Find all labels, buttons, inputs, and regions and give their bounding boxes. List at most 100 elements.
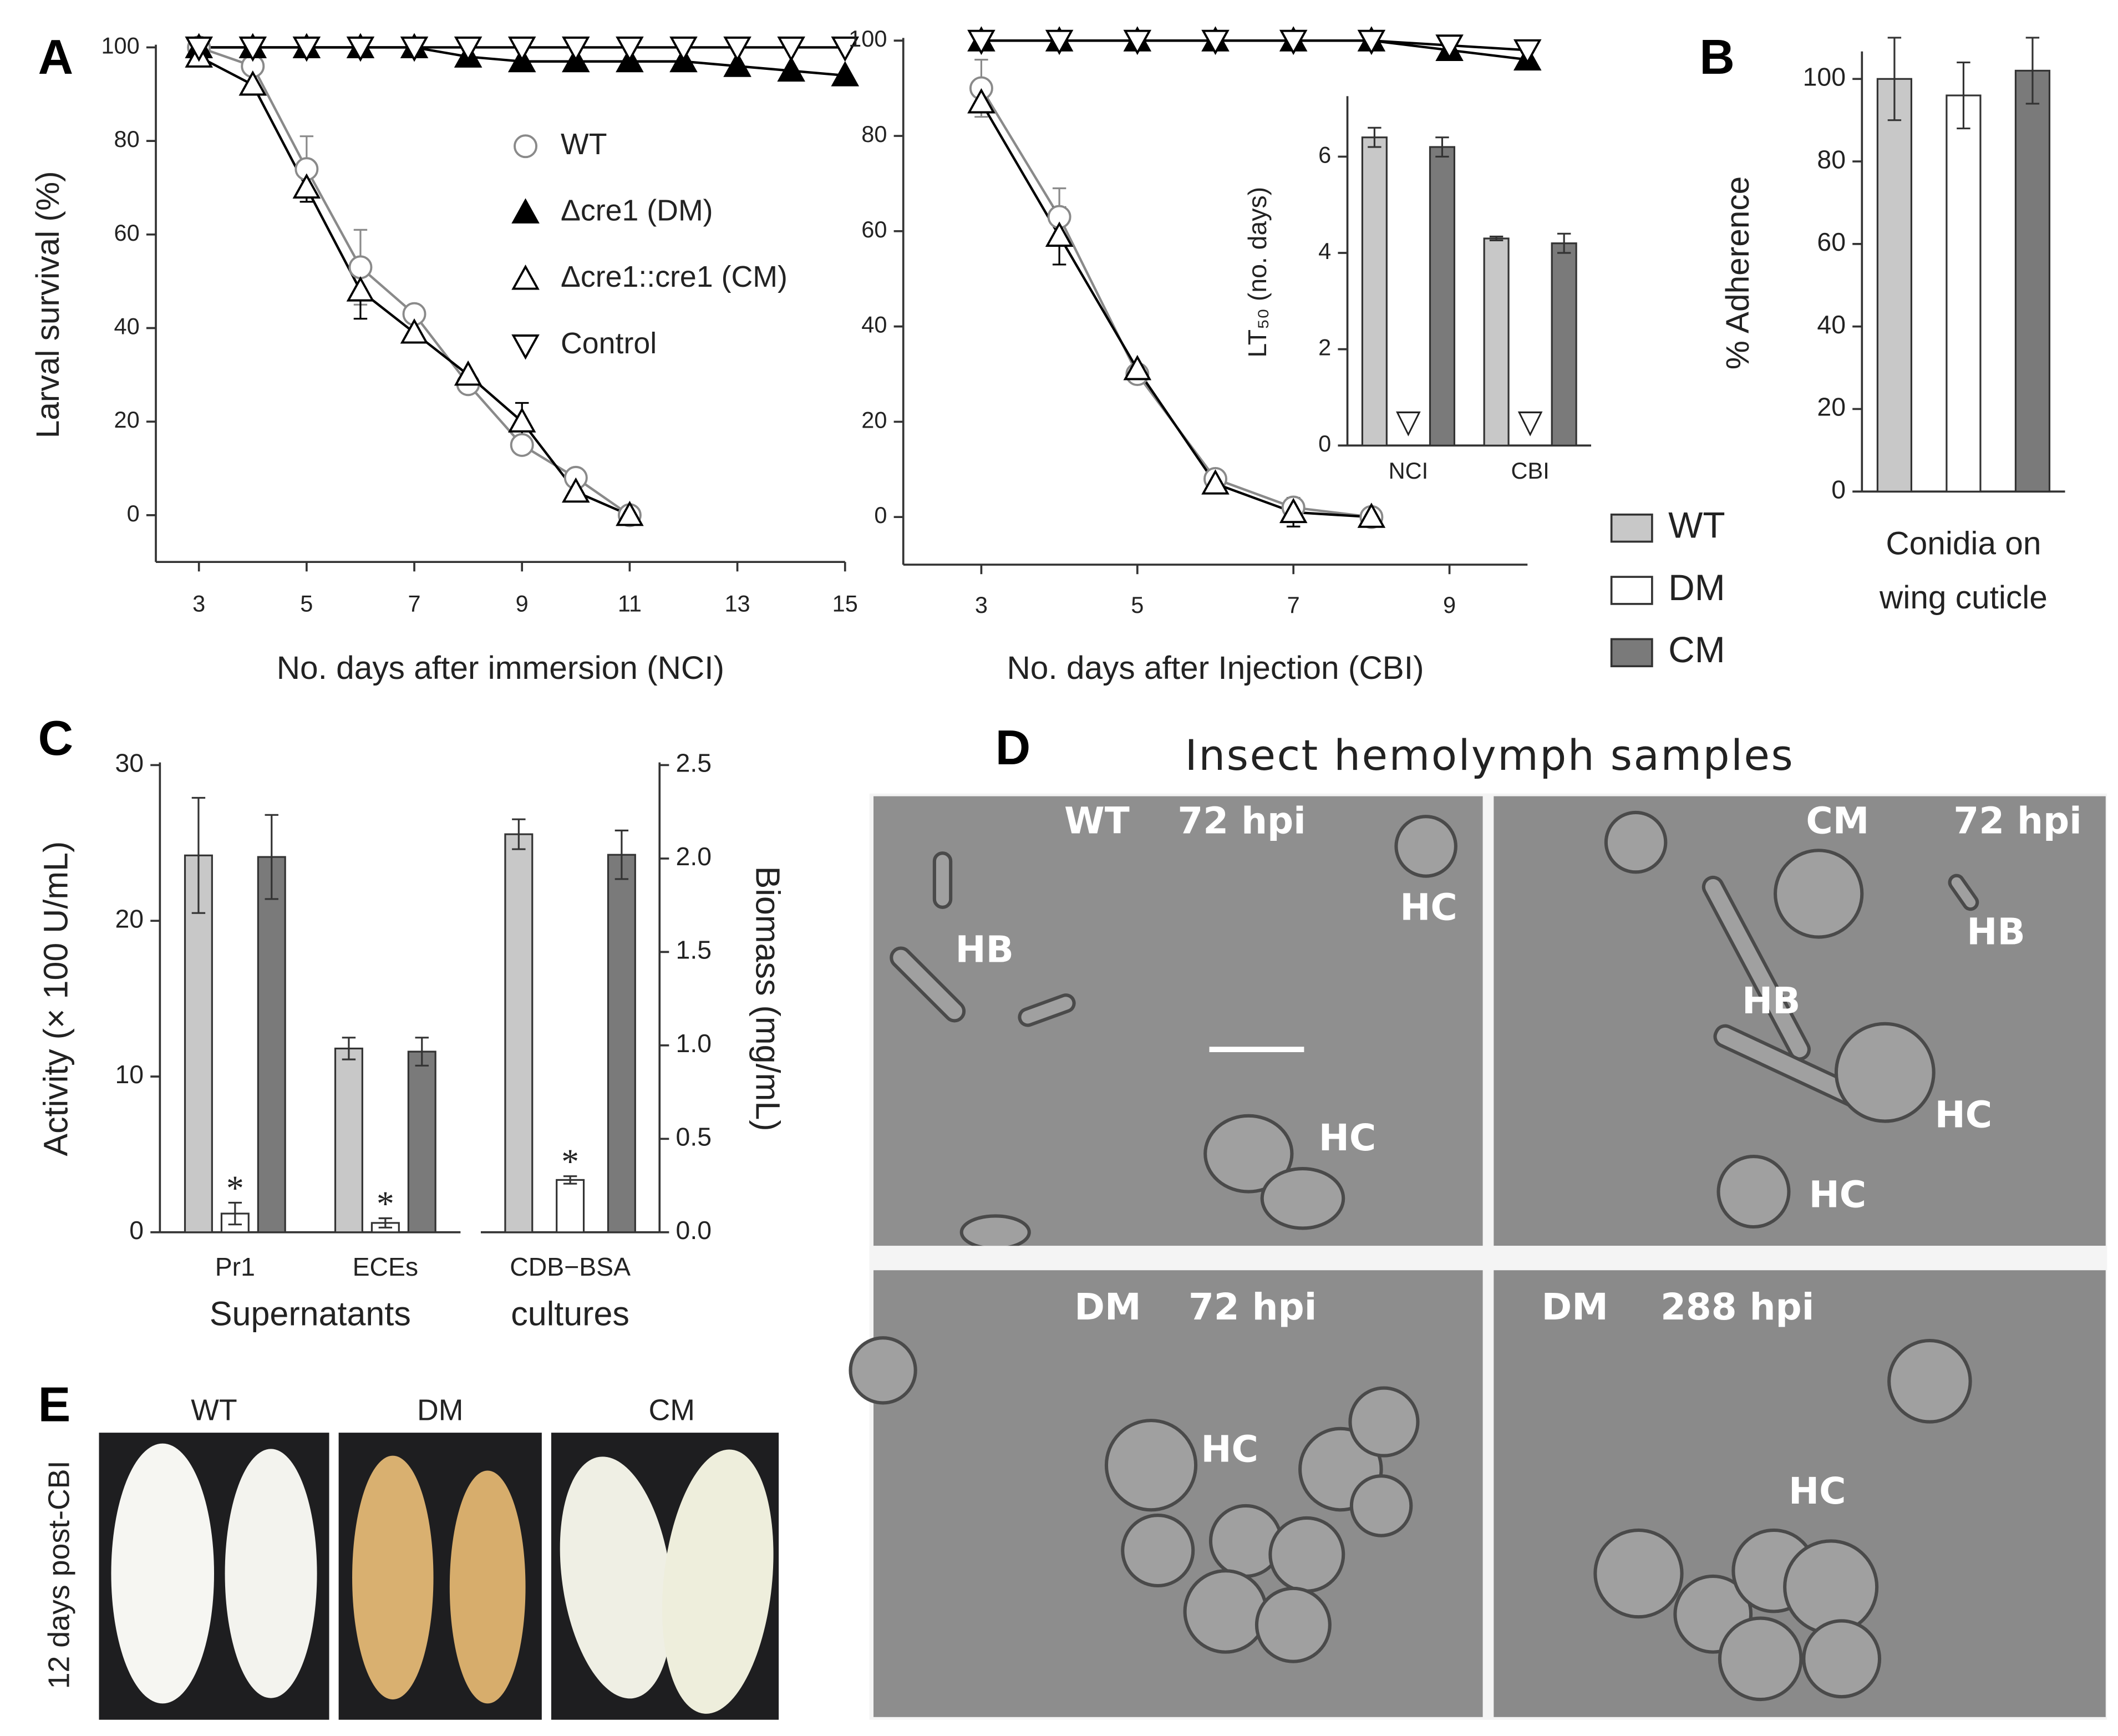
hyphal-body xyxy=(1701,875,1811,1061)
hemocyte xyxy=(1394,815,1457,878)
marker xyxy=(238,36,267,62)
x-tick-label: ECEs xyxy=(353,1252,419,1281)
marker xyxy=(511,264,540,290)
marker xyxy=(346,36,375,62)
series-line xyxy=(981,39,1528,52)
panel-label: D xyxy=(995,720,1030,775)
y-tick-label: 20 xyxy=(1817,393,1846,422)
cell-label: HC xyxy=(1789,1470,1846,1512)
hemocyte xyxy=(1718,1616,1803,1702)
marker xyxy=(1045,221,1074,247)
marker xyxy=(967,88,995,114)
panel-label: C xyxy=(38,710,73,765)
marker xyxy=(185,36,213,62)
bar xyxy=(504,833,534,1234)
y-tick-label: 40 xyxy=(861,312,887,338)
marker xyxy=(831,36,860,62)
x-tick-label: 5 xyxy=(300,590,313,616)
column-label: WT xyxy=(191,1394,237,1427)
marker xyxy=(238,70,267,96)
y-tick-label: 2.5 xyxy=(676,749,712,778)
hemocyte xyxy=(1604,810,1668,874)
x-axis-label: Conidia on xyxy=(1886,525,2041,561)
marker xyxy=(1357,29,1386,55)
micrograph xyxy=(1494,1270,2106,1717)
hemocyte xyxy=(1774,849,1864,939)
x-tick-label: 9 xyxy=(516,590,529,616)
series-line xyxy=(980,101,1372,519)
y-tick-label: 100 xyxy=(849,26,887,52)
y-tick-label: 2 xyxy=(1318,334,1331,361)
larva xyxy=(662,1449,774,1714)
error-bar xyxy=(563,1175,577,1185)
y-axis-label: Larval survival (%) xyxy=(30,171,66,438)
y-tick-label: 2.0 xyxy=(676,842,712,871)
significance-label: * xyxy=(226,1168,244,1207)
y-tick-label: 1.0 xyxy=(676,1029,712,1058)
micrograph xyxy=(873,796,1483,1246)
y-tick-label: 0.5 xyxy=(676,1123,712,1151)
y-tick-label: 40 xyxy=(114,313,140,339)
marker xyxy=(507,407,536,433)
error-bar xyxy=(1368,126,1381,148)
time-label: 72 hpi xyxy=(1188,1286,1317,1328)
x-axis-label: cultures xyxy=(511,1295,629,1332)
hyphal-body xyxy=(932,851,953,909)
legend-label: WT xyxy=(561,128,607,161)
hemocyte xyxy=(1802,1619,1882,1699)
marker xyxy=(1435,34,1464,60)
cell-label: HB xyxy=(1742,979,1800,1022)
y-tick-label: 100 xyxy=(1803,63,1846,92)
panel-label: E xyxy=(38,1377,71,1432)
marker xyxy=(292,36,321,62)
y-tick-label: 30 xyxy=(115,749,144,778)
error-bar xyxy=(342,1037,356,1060)
x-axis-label: No. days after immersion (NCI) xyxy=(277,650,724,686)
y-tick-label: 0 xyxy=(1318,430,1331,456)
y-axis-label: Activity (× 100 U/mL) xyxy=(37,841,74,1156)
x-tick-label: 5 xyxy=(1131,592,1144,618)
time-label: 72 hpi xyxy=(1953,799,2081,842)
hemocyte xyxy=(1203,1114,1294,1194)
marker xyxy=(1201,29,1230,55)
divider xyxy=(869,1246,2107,1271)
marker xyxy=(511,198,540,224)
strain-label: DM xyxy=(1542,1286,1608,1328)
cell-label: HB xyxy=(956,928,1014,971)
hemocyte xyxy=(959,1214,1031,1251)
y-tick-label: 0 xyxy=(1831,475,1846,504)
larva xyxy=(111,1443,215,1704)
side-label: 12 days post-CBI xyxy=(42,1460,75,1689)
x-tick-label: CDB−BSA xyxy=(510,1252,631,1281)
panel-title: Insect hemolymph samples xyxy=(1185,731,1794,780)
cell-label: HC xyxy=(1400,886,1457,929)
marker xyxy=(723,36,751,62)
x-tick-label: 13 xyxy=(724,590,750,616)
marker-label: ▽ xyxy=(1518,404,1543,440)
marker xyxy=(616,500,644,526)
legend-swatch xyxy=(1610,576,1653,605)
marker xyxy=(1279,498,1308,524)
marker xyxy=(400,318,429,344)
strain-label: DM xyxy=(1074,1286,1141,1328)
legend-swatch xyxy=(1610,513,1653,543)
marker xyxy=(1201,469,1230,495)
bar xyxy=(1946,94,1982,493)
x-tick-label: 11 xyxy=(618,590,642,616)
y-tick-label: 60 xyxy=(861,216,887,242)
y-tick-label: 10 xyxy=(115,1060,144,1089)
legend-label: Δcre1 (DM) xyxy=(561,194,713,227)
panel-label: A xyxy=(38,29,73,84)
y-tick-label: 20 xyxy=(115,904,144,933)
x-tick-label: 3 xyxy=(192,590,205,616)
y-tick-label: 0.0 xyxy=(676,1216,712,1245)
hyphal-body xyxy=(890,946,966,1023)
larvae-photos xyxy=(99,1433,779,1720)
error-bar xyxy=(2025,37,2040,105)
y-tick-label: 100 xyxy=(101,32,139,58)
bar xyxy=(334,1047,363,1234)
marker xyxy=(831,61,860,87)
cell-label: HC xyxy=(1201,1428,1258,1470)
y-axis-label: % Adherence xyxy=(1720,176,1756,369)
